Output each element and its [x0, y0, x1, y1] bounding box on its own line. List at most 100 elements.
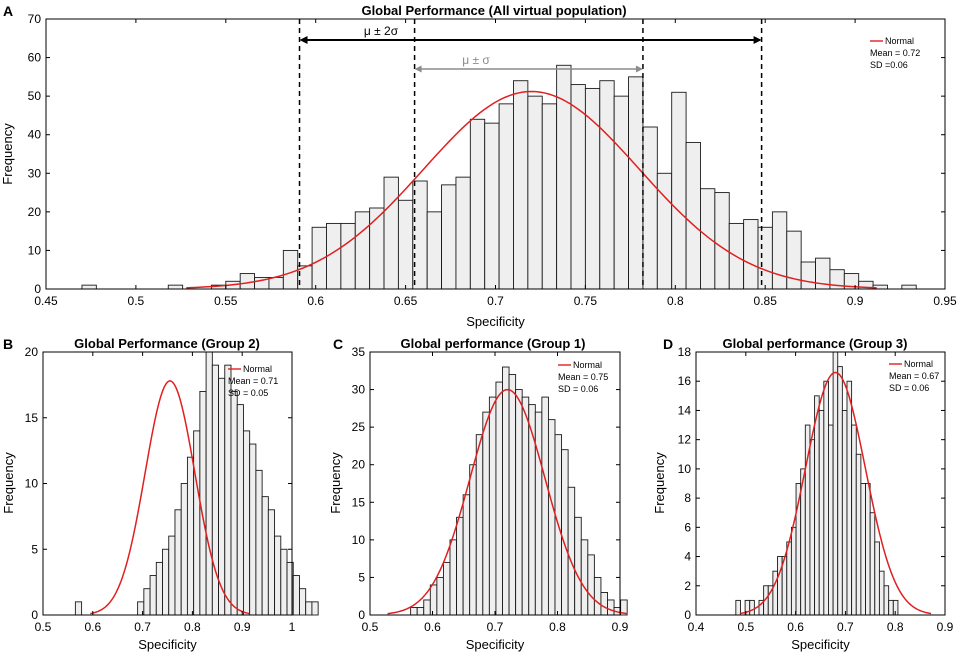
- histogram-bar: [484, 122, 500, 290]
- histogram-bar: [397, 199, 414, 290]
- histogram-bar: [841, 409, 848, 616]
- x-tick-label: 0.6: [424, 620, 441, 634]
- histogram-bar: [599, 80, 615, 290]
- y-tick-label: 16: [678, 374, 692, 388]
- y-tick-label: 10: [678, 462, 692, 476]
- x-axis-label: Specificity: [138, 637, 197, 652]
- histogram-bar: [855, 453, 862, 616]
- x-tick-label: 0.5: [737, 620, 754, 634]
- chart-title: Global performance (Group 3): [723, 336, 908, 351]
- histogram-bar: [502, 366, 510, 616]
- histogram-bar: [469, 464, 477, 616]
- y-tick-label: 0: [31, 608, 38, 622]
- x-tick-label: 0.7: [134, 620, 151, 634]
- histogram-bar: [495, 381, 503, 616]
- legend-entry: Normal: [243, 364, 272, 374]
- histogram-bar: [851, 424, 857, 616]
- histogram-bar: [180, 483, 188, 616]
- legend-entry: Normal: [885, 36, 914, 46]
- histogram-bar: [671, 91, 687, 290]
- panel-label: B: [3, 336, 13, 352]
- histogram-bar: [809, 439, 816, 616]
- histogram-bar: [383, 176, 399, 290]
- histogram-bar: [823, 380, 829, 616]
- x-tick-label: 0.9: [612, 620, 629, 634]
- histogram-bar: [193, 430, 201, 616]
- x-tick-label: 1: [289, 620, 296, 634]
- histogram-bar: [81, 284, 97, 290]
- histogram-bar: [837, 366, 843, 616]
- y-axis-label: Frequency: [652, 452, 667, 514]
- histogram-bars: [74, 351, 319, 616]
- histogram-bar: [255, 469, 263, 616]
- histogram-bar: [449, 539, 458, 616]
- histogram-bar: [280, 548, 288, 616]
- histogram-bar: [268, 276, 284, 290]
- panel-label: C: [333, 336, 343, 352]
- normal-fit-curve: [186, 90, 877, 289]
- histogram-bar: [326, 222, 342, 290]
- histogram-bar: [528, 404, 536, 616]
- histogram-bar: [299, 588, 307, 616]
- histogram-bar: [469, 118, 486, 290]
- y-tick-label: 10: [352, 533, 366, 547]
- legend: Normal Mean = 0.75 SD = 0.06: [558, 360, 608, 394]
- histogram-bar: [162, 548, 170, 616]
- y-tick-label: 10: [25, 477, 39, 491]
- chart-title: Global Performance (All virtual populati…: [361, 3, 626, 18]
- histogram-bar: [155, 561, 163, 616]
- panel-label: D: [663, 336, 673, 352]
- histogram-bars: [81, 64, 917, 290]
- y-axis-label: Frequency: [328, 452, 343, 514]
- histogram-bar: [818, 409, 825, 616]
- histogram-bar: [628, 76, 644, 290]
- legend: Normal Mean = 0.72 SD =0.06: [870, 36, 920, 70]
- x-axis-label: Specificity: [466, 637, 525, 652]
- x-tick-label: 0.7: [487, 294, 504, 308]
- x-tick-label: 0.65: [394, 294, 418, 308]
- x-tick-label: 0.6: [307, 294, 324, 308]
- y-tick-label: 40: [28, 128, 42, 142]
- histogram-bar: [883, 585, 890, 616]
- histogram-bar: [790, 526, 797, 616]
- y-tick-label: 25: [352, 420, 366, 434]
- histogram-bar: [685, 141, 701, 290]
- x-axis-label: Specificity: [466, 314, 525, 329]
- histogram-bar: [230, 391, 238, 616]
- x-tick-label: 0.5: [128, 294, 145, 308]
- histogram-bar: [587, 554, 595, 616]
- legend-sd: SD = 0.06: [558, 384, 598, 394]
- axes-box: [695, 351, 946, 616]
- y-tick-label: 30: [352, 383, 366, 397]
- histogram-bar: [167, 284, 184, 290]
- histogram-bar: [282, 249, 299, 290]
- legend-entry: Normal: [904, 359, 933, 369]
- y-tick-label: 20: [28, 205, 42, 219]
- histogram-bar: [593, 576, 602, 616]
- y-tick-label: 8: [684, 491, 691, 505]
- histogram-bar: [236, 404, 244, 616]
- x-tick-label: 0.7: [837, 620, 854, 634]
- histogram-bars: [410, 366, 628, 616]
- histogram-bar: [556, 64, 572, 290]
- histogram-bar: [786, 541, 792, 616]
- y-tick-label: 5: [358, 570, 365, 584]
- two-sigma-label: μ ± 2σ: [364, 24, 399, 38]
- histogram-bar: [305, 601, 313, 616]
- x-tick-label: 0.75: [574, 294, 598, 308]
- x-tick-label: 0.95: [933, 294, 957, 308]
- legend-sd: SD =0.06: [870, 60, 908, 70]
- panel-D: 0.4 0.5 0.6 0.7 0.8 0.9 0 2 4 6 8 10 12 14 16 18 Global …: [652, 336, 954, 652]
- histogram-bar: [515, 389, 523, 616]
- histogram-bar: [369, 207, 385, 290]
- one-sigma-arrowhead-right: [635, 65, 643, 73]
- x-tick-label: 0.8: [667, 294, 684, 308]
- x-tick-label: 0.8: [549, 620, 566, 634]
- x-tick-label: 0.5: [362, 620, 379, 634]
- legend-mean: Mean = 0.72: [870, 48, 920, 58]
- chart-title: Global performance (Group 1): [401, 336, 586, 351]
- histogram-bar: [561, 449, 569, 616]
- histogram-bar: [584, 87, 601, 290]
- x-tick-label: 0.8: [184, 620, 201, 634]
